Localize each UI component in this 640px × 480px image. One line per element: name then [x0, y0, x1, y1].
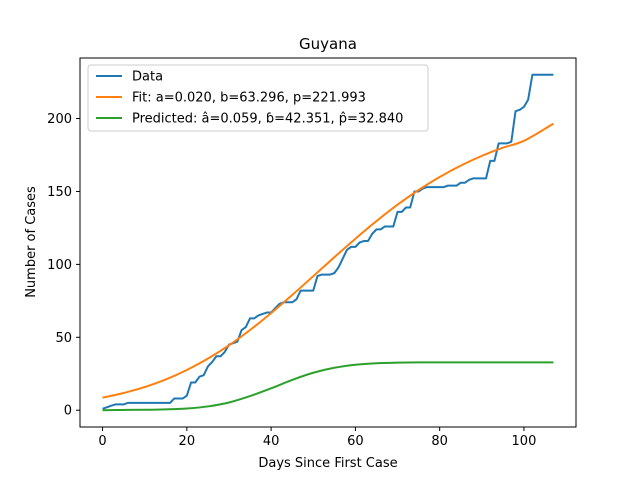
series-line-fit [102, 122, 554, 399]
y-axis: 0 50 100 150 200 [47, 112, 80, 419]
legend: Data Fit: a=0.020, b=63.296, p=221.993 P… [87, 64, 429, 132]
axes-frame [79, 57, 577, 428]
x-tick-label: 20 [179, 434, 196, 449]
series-layer [102, 73, 554, 412]
y-tick-label: 50 [55, 331, 72, 346]
x-axis-label: Days Since First Case [258, 456, 397, 471]
plot-area [79, 57, 577, 428]
x-tick-label: 80 [431, 434, 448, 449]
legend-box [87, 64, 429, 132]
y-tick-label: 0 [64, 404, 72, 419]
y-tick-label: 200 [47, 112, 72, 127]
legend-label-predicted: Predicted: â=0.059, ɓ=42.351, p̂=32.840 [132, 112, 403, 127]
chart-title: Guyana [299, 35, 357, 53]
x-tick-label: 40 [263, 434, 280, 449]
legend-label-data: Data [132, 70, 163, 85]
legend-label-fit: Fit: a=0.020, b=63.296, p=221.993 [132, 91, 366, 106]
x-tick-label: 100 [512, 434, 537, 449]
y-tick-label: 150 [47, 185, 72, 200]
x-tick-label: 60 [347, 434, 364, 449]
y-axis-label: Number of Cases [24, 186, 39, 298]
x-tick-label: 0 [98, 434, 106, 449]
y-tick-label: 100 [47, 258, 72, 273]
series-line-predicted [102, 361, 554, 412]
x-axis: 0 20 40 60 80 100 [98, 427, 536, 449]
series-line-data [102, 73, 554, 410]
